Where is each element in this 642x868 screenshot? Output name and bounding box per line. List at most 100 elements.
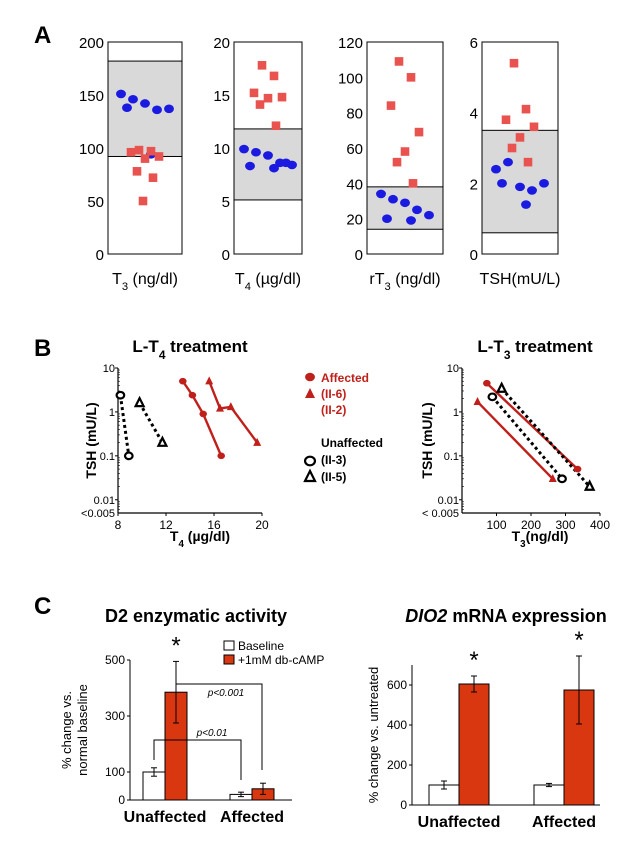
series-point: [156, 435, 169, 447]
unaffected-point: [491, 164, 501, 174]
comparison-bracket-1: [175, 683, 263, 770]
unaffected-point: [412, 205, 422, 215]
bar-panel-d2: 0 100 300 500 Unaffected Affected *: [105, 632, 292, 826]
unaffected-point: [515, 182, 525, 192]
series-line: [476, 400, 554, 480]
series-line: [181, 380, 223, 457]
category-label: Unaffected: [124, 809, 207, 826]
series-point: [483, 379, 491, 387]
comparison-label-2: p<0.01: [196, 728, 228, 739]
y-tick-label: 4: [470, 106, 478, 123]
unaffected-point: [376, 189, 386, 199]
y-tick-label: 400: [387, 718, 407, 732]
panel-label-a: A: [34, 22, 51, 49]
y-tick-label: 200: [387, 758, 407, 772]
legend-unaffected-triangle: [303, 468, 317, 483]
x-axis-label: T3 (ng/dl): [112, 271, 178, 293]
x-axis-label: T4 (µg/dl): [235, 271, 301, 293]
series-line: [138, 402, 164, 444]
y-tick-label: 0: [470, 247, 478, 264]
unaffected-point: [400, 198, 410, 208]
affected-point: [507, 143, 517, 153]
y-axis-label-line1: % change vs.: [59, 691, 74, 769]
legend-unaffected-id-2: (II-5): [321, 470, 346, 484]
affected-point: [523, 157, 533, 167]
y-tick-label: 0.01: [94, 495, 115, 507]
unaffected-point: [497, 179, 507, 188]
y-tick-label: 0.1: [100, 451, 115, 463]
affected-point: [394, 57, 404, 66]
y-tick-label: 200: [79, 35, 104, 52]
unaffected-point: [539, 179, 549, 188]
category-label: Unaffected: [418, 814, 501, 831]
bar-panel-dio2: 0 200 400 600 Unaffected Affected * *: [387, 627, 600, 831]
series-point: [557, 474, 567, 484]
y-tick-label: 2: [470, 176, 478, 193]
y-axis-label-line2: normal baseline: [75, 684, 90, 776]
x-axis-label: rT3 (ng/dl): [369, 271, 440, 293]
series-point: [548, 474, 557, 483]
affected-point: [414, 127, 424, 137]
x-tick-label: 12: [159, 518, 173, 532]
y-axis-label: TSH (mU/L): [419, 402, 435, 478]
affected-point: [132, 167, 142, 176]
unaffected-point: [122, 103, 132, 113]
y-tick-label: 100: [338, 70, 363, 87]
affected-point: [269, 71, 279, 81]
unaffected-point: [382, 214, 392, 223]
y-tick-label: 6: [470, 35, 478, 52]
series-point: [115, 390, 126, 400]
legend-unaffected-id-1: (II-3): [321, 453, 346, 467]
y-tick-label: 0.01: [438, 495, 459, 507]
y-tick-label: 1: [453, 407, 459, 419]
affected-point: [154, 152, 164, 161]
x-axis-label: T3(ng/dl): [512, 528, 569, 550]
significance-star: *: [469, 647, 478, 674]
y-tick-label: 120: [338, 35, 363, 52]
unaffected-point: [406, 216, 416, 225]
x-tick-label: 100: [486, 518, 506, 532]
x-tick-label: 16: [207, 518, 221, 532]
legend-unaffected-circle: [303, 455, 317, 467]
x-tick-label: 200: [521, 518, 541, 532]
chart-title: L-T4 treatment: [132, 337, 248, 362]
affected-point: [386, 101, 396, 110]
significance-star: *: [171, 632, 180, 659]
bar-treated: [458, 683, 490, 806]
series-point: [188, 391, 197, 399]
legend-affected-label: Affected: [321, 371, 369, 385]
unaffected-point: [521, 200, 531, 209]
affected-point: [501, 115, 511, 125]
affected-point: [140, 154, 150, 163]
affected-point: [263, 93, 273, 103]
legend-baseline-label: Baseline: [238, 639, 284, 653]
unaffected-point: [503, 157, 513, 167]
y-tick-label: 50: [87, 194, 104, 211]
significance-star: *: [574, 627, 583, 654]
y-tick-label: 10: [103, 363, 115, 375]
bar-baseline: [533, 784, 565, 806]
y-tick-label: 0: [96, 247, 104, 264]
unaffected-point: [152, 105, 162, 115]
category-label: Affected: [220, 809, 284, 826]
y-tick-label: 500: [105, 653, 125, 667]
unaffected-point: [128, 94, 138, 104]
scatter-panel-1: 0 50 100 150 200: [79, 35, 183, 264]
y-tick-label: 10: [213, 141, 230, 158]
y-tick-label: 0: [355, 247, 363, 264]
y-tick-label: 40: [346, 176, 363, 193]
unaffected-point: [281, 158, 291, 168]
affected-point: [148, 173, 158, 182]
y-tick-label: 100: [79, 141, 104, 158]
affected-point: [392, 157, 402, 167]
y-tick-label: 100: [105, 765, 125, 779]
affected-point: [277, 92, 287, 102]
legend-treated-swatch: [223, 654, 235, 665]
series-point: [179, 377, 187, 385]
series-line: [486, 382, 579, 470]
x-tick-label: 20: [255, 518, 269, 532]
unaffected-point: [245, 161, 255, 171]
legend-affected-triangle: [305, 388, 315, 398]
affected-point: [271, 121, 281, 131]
x-axis-label: TSH(mU/L): [480, 271, 561, 288]
